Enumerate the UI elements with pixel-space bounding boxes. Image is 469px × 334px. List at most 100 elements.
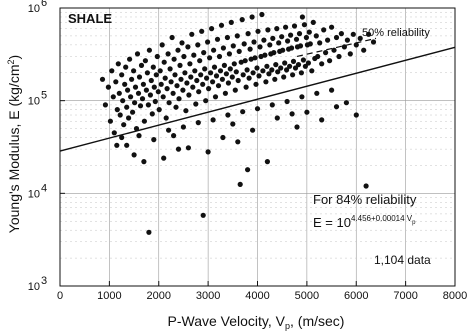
data-point xyxy=(321,27,327,33)
data-point xyxy=(314,90,320,96)
data-point xyxy=(178,76,184,82)
data-point xyxy=(176,96,182,102)
data-point xyxy=(303,34,309,41)
data-point xyxy=(113,79,119,85)
data-point xyxy=(238,59,244,65)
data-point xyxy=(333,104,340,110)
y-tick-label: 10 xyxy=(28,3,40,15)
data-point xyxy=(124,142,130,148)
data-point xyxy=(299,94,305,100)
data-point xyxy=(245,167,251,173)
data-point xyxy=(293,36,300,42)
data-point xyxy=(184,80,190,86)
x-tick-label: 6000 xyxy=(344,290,368,302)
data-point xyxy=(169,34,175,41)
data-point xyxy=(292,65,299,71)
data-point xyxy=(141,159,147,165)
data-point xyxy=(175,47,181,53)
data-point xyxy=(166,100,172,106)
data-point xyxy=(211,47,217,53)
data-point xyxy=(143,87,149,93)
data-point xyxy=(280,47,286,53)
data-point xyxy=(309,68,315,74)
y-tick-label-exponent: 6 xyxy=(41,0,47,9)
data-point xyxy=(202,66,208,72)
data-point xyxy=(266,71,272,77)
y-tick-label: 10 xyxy=(28,188,40,200)
data-point xyxy=(329,87,335,93)
data-point xyxy=(119,72,125,78)
data-point xyxy=(179,40,185,46)
reliability-84-label: For 84% reliability xyxy=(313,192,417,207)
data-point xyxy=(267,42,273,48)
data-point xyxy=(278,65,284,71)
data-point xyxy=(167,66,173,72)
data-point xyxy=(177,62,183,68)
panel-label: SHALE xyxy=(68,11,112,26)
data-point xyxy=(139,96,146,102)
data-point xyxy=(187,61,193,67)
data-point xyxy=(115,61,121,67)
data-point xyxy=(212,94,219,100)
x-tick-label: 7000 xyxy=(393,290,417,302)
data-point xyxy=(171,133,177,139)
data-point xyxy=(136,74,143,80)
data-point xyxy=(306,29,312,35)
data-point xyxy=(243,84,249,90)
data-point xyxy=(195,120,201,126)
data-point xyxy=(251,39,257,45)
data-point xyxy=(347,51,353,57)
data-point xyxy=(304,109,310,115)
data-point xyxy=(181,53,187,60)
data-point xyxy=(270,35,276,42)
data-point xyxy=(189,31,195,37)
data-point xyxy=(234,33,240,39)
data-point xyxy=(237,181,243,187)
data-point xyxy=(275,69,281,75)
data-point xyxy=(182,70,188,76)
data-point xyxy=(190,84,196,90)
data-point xyxy=(166,127,172,133)
data-point xyxy=(109,68,115,74)
data-point xyxy=(230,121,236,127)
data-point xyxy=(273,62,279,68)
data-point xyxy=(274,115,280,121)
data-point xyxy=(185,145,191,151)
data-point xyxy=(329,24,335,30)
data-point xyxy=(163,115,169,121)
data-point xyxy=(218,22,225,28)
data-point xyxy=(148,77,154,84)
data-point xyxy=(284,98,290,105)
x-axis-title: P-Wave Velocity, Vp, (m/sec) xyxy=(168,313,345,331)
data-point xyxy=(259,11,265,18)
data-point xyxy=(121,122,127,128)
data-point xyxy=(219,76,225,82)
data-point xyxy=(235,139,241,145)
data-point xyxy=(253,81,259,87)
data-point xyxy=(289,45,295,51)
data-point xyxy=(290,72,296,78)
data-point xyxy=(205,39,211,45)
data-point xyxy=(175,146,182,152)
data-point xyxy=(239,17,245,23)
data-point xyxy=(141,118,147,124)
data-point xyxy=(343,100,349,106)
data-point xyxy=(305,60,311,66)
data-point xyxy=(223,71,229,77)
data-point xyxy=(226,51,232,57)
data-point xyxy=(151,137,157,143)
data-point xyxy=(289,111,295,117)
data-point xyxy=(220,134,226,141)
equation-prefix: E = 10 xyxy=(313,215,351,230)
data-point xyxy=(140,81,146,87)
data-point xyxy=(271,50,277,56)
y-tick-label: 10 xyxy=(28,96,40,108)
data-point xyxy=(327,58,333,64)
data-point xyxy=(127,56,133,62)
x-tick-label: 5000 xyxy=(295,290,319,302)
data-point xyxy=(208,70,214,76)
data-point xyxy=(232,87,238,93)
data-point xyxy=(126,115,132,121)
data-point xyxy=(291,23,298,29)
